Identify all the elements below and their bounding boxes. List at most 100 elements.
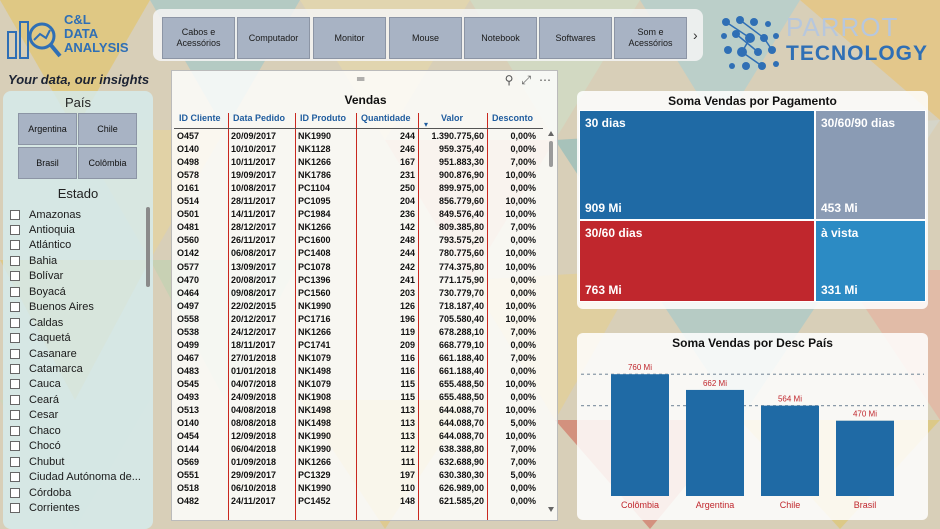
nav-button-softwares[interactable]: Softwares: [539, 17, 612, 59]
focus-mode-icon[interactable]: ⤢: [521, 73, 531, 87]
table-row[interactable]: O578 19/09/2017 NK1786 231 900.876,90 10,00%: [174, 169, 543, 182]
checkbox-icon[interactable]: [10, 271, 20, 282]
bar-argentina[interactable]: [686, 389, 744, 496]
table-row[interactable]: O498 10/11/2017 NK1266 167 951.883,30 7,00%: [174, 156, 543, 169]
estado-item[interactable]: Atlántico: [10, 238, 71, 253]
checkbox-icon[interactable]: [10, 317, 20, 328]
pais-option-argentina[interactable]: Argentina: [18, 113, 77, 145]
estado-item[interactable]: Chaco: [10, 423, 61, 438]
checkbox-icon[interactable]: [10, 286, 20, 297]
nav-button-cabos[interactable]: Cabos e Acessórios: [162, 17, 235, 59]
table-row[interactable]: O144 06/04/2018 NK1990 112 638.388,80 7,00%: [174, 443, 543, 456]
estado-item[interactable]: Boyacá: [10, 284, 66, 299]
table-row[interactable]: O457 20/09/2017 NK1990 244 1.390.775,60 0,00%: [174, 130, 543, 143]
bar-brasil[interactable]: [836, 420, 894, 496]
nav-button-som[interactable]: Som e Acessórios: [614, 17, 687, 59]
estado-item[interactable]: Caldas: [10, 315, 63, 330]
table-row[interactable]: O499 18/11/2017 PC1741 209 668.779,10 0,00%: [174, 339, 543, 352]
estado-item[interactable]: Cauca: [10, 377, 61, 392]
nav-button-mouse[interactable]: Mouse: [389, 17, 462, 59]
treemap-tile-30-60-dias[interactable]: 30/60 dias 763 Mi: [579, 220, 815, 302]
nav-button-notebook[interactable]: Notebook: [464, 17, 537, 59]
table-row[interactable]: O577 13/09/2017 PC1078 242 774.375,80 10,00%: [174, 261, 543, 274]
table-row[interactable]: O569 01/09/2018 NK1266 111 632.688,90 7,00%: [174, 456, 543, 469]
estado-item[interactable]: Casanare: [10, 346, 77, 361]
treemap-tile-30-60-90-dias[interactable]: 30/60/90 dias 453 Mi: [815, 110, 926, 220]
col-header-valor[interactable]: Valor: [441, 113, 464, 123]
checkbox-icon[interactable]: [10, 503, 20, 514]
table-row[interactable]: O493 24/09/2018 NK1908 115 655.488,50 0,00%: [174, 391, 543, 404]
estado-scrollbar[interactable]: [146, 207, 150, 287]
treemap-tile-30-dias[interactable]: 30 dias 909 Mi: [579, 110, 815, 220]
table-row[interactable]: O454 12/09/2018 NK1990 113 644.088,70 10,00%: [174, 430, 543, 443]
nav-button-monitor[interactable]: Monitor: [313, 17, 386, 59]
checkbox-icon[interactable]: [10, 394, 20, 405]
estado-item[interactable]: Chubut: [10, 454, 64, 469]
checkbox-icon[interactable]: [10, 348, 20, 359]
checkbox-icon[interactable]: [10, 255, 20, 266]
table-row[interactable]: O497 22/02/2015 NK1990 126 718.187,40 10,00%: [174, 300, 543, 313]
table-row[interactable]: O161 10/08/2017 PC1104 250 899.975,00 0,00%: [174, 182, 543, 195]
col-header-id-produto[interactable]: ID Produto: [300, 113, 346, 123]
col-header-desconto[interactable]: Desconto: [492, 113, 534, 123]
table-row[interactable]: O140 08/08/2018 NK1498 113 644.088,70 5,00%: [174, 417, 543, 430]
checkbox-icon[interactable]: [10, 302, 20, 313]
col-header-quantidade[interactable]: Quantidade: [361, 113, 411, 123]
estado-item[interactable]: Amazonas: [10, 207, 81, 222]
table-row[interactable]: O538 24/12/2017 NK1266 119 678.288,10 7,00%: [174, 326, 543, 339]
estado-item[interactable]: Ciudad Autónoma de...: [10, 470, 141, 485]
table-row[interactable]: O501 14/11/2017 PC1984 236 849.576,40 10,00%: [174, 208, 543, 221]
table-row[interactable]: O545 04/07/2018 NK1079 115 655.488,50 10,00%: [174, 378, 543, 391]
estado-item[interactable]: Caquetá: [10, 331, 71, 346]
bar-colômbia[interactable]: [611, 374, 669, 496]
checkbox-icon[interactable]: [10, 472, 20, 483]
treemap-tile-a-vista[interactable]: à vista 331 Mi: [815, 220, 926, 302]
table-row[interactable]: O482 24/11/2017 PC1452 148 621.585,20 0,00%: [174, 495, 543, 508]
col-header-data-pedido[interactable]: Data Pedido: [233, 113, 286, 123]
checkbox-icon[interactable]: [10, 410, 20, 421]
table-scrollbar[interactable]: [547, 129, 555, 514]
estado-item[interactable]: Corrientes: [10, 501, 80, 516]
estado-item[interactable]: Antioquia: [10, 222, 75, 237]
table-row[interactable]: O481 28/12/2017 NK1266 142 809.385,80 7,00%: [174, 221, 543, 234]
checkbox-icon[interactable]: [10, 209, 20, 220]
checkbox-icon[interactable]: [10, 487, 20, 498]
checkbox-icon[interactable]: [10, 364, 20, 374]
table-row[interactable]: O470 20/08/2017 PC1396 241 771.175,90 0,00%: [174, 274, 543, 287]
estado-item[interactable]: Catamarca: [10, 362, 83, 377]
estado-item[interactable]: Bolívar: [10, 269, 63, 284]
pais-option-colombia[interactable]: Colômbia: [78, 147, 137, 179]
table-row[interactable]: O551 29/09/2017 PC1329 197 630.380,30 5,00%: [174, 469, 543, 482]
table-row[interactable]: O464 09/08/2017 PC1560 203 730.779,70 0,00%: [174, 287, 543, 300]
estado-item[interactable]: Bahia: [10, 253, 57, 268]
checkbox-icon[interactable]: [10, 425, 20, 436]
pais-option-brasil[interactable]: Brasil: [18, 147, 77, 179]
estado-item[interactable]: Córdoba: [10, 485, 71, 500]
drag-grip-icon[interactable]: ═: [357, 72, 365, 86]
table-row[interactable]: O467 27/01/2018 NK1079 116 661.188,40 7,00%: [174, 352, 543, 365]
checkbox-icon[interactable]: [10, 456, 20, 467]
bar-chile[interactable]: [761, 405, 819, 496]
estado-item[interactable]: Ceará: [10, 392, 59, 407]
more-options-icon[interactable]: ⋯: [539, 73, 551, 87]
chevron-right-icon[interactable]: ›: [693, 27, 698, 43]
filter-icon[interactable]: ⚲: [504, 73, 514, 87]
checkbox-icon[interactable]: [10, 441, 20, 452]
table-row[interactable]: O513 04/08/2018 NK1498 113 644.088,70 10,00%: [174, 404, 543, 417]
checkbox-icon[interactable]: [10, 240, 20, 251]
nav-button-computador[interactable]: Computador: [237, 17, 310, 59]
table-row[interactable]: O518 06/10/2018 NK1990 110 626.989,00 0,00%: [174, 482, 543, 495]
col-header-id-cliente[interactable]: ID Cliente: [179, 113, 221, 123]
estado-item[interactable]: Cesar: [10, 408, 58, 423]
table-row[interactable]: O514 28/11/2017 PC1095 204 856.779,60 10,00%: [174, 195, 543, 208]
pais-option-chile[interactable]: Chile: [78, 113, 137, 145]
estado-item[interactable]: Chocó: [10, 439, 61, 454]
table-row[interactable]: O142 06/08/2017 PC1408 244 780.775,60 10,00%: [174, 247, 543, 260]
table-row[interactable]: O483 01/01/2018 NK1498 116 661.188,40 0,00%: [174, 365, 543, 378]
checkbox-icon[interactable]: [10, 333, 20, 344]
table-row[interactable]: O140 10/10/2017 NK1128 246 959.375,40 0,00%: [174, 143, 543, 156]
checkbox-icon[interactable]: [10, 224, 20, 235]
checkbox-icon[interactable]: [10, 379, 20, 390]
table-row[interactable]: O558 20/12/2017 PC1716 196 705.580,40 10,00%: [174, 313, 543, 326]
table-row[interactable]: O560 26/11/2017 PC1600 248 793.575,20 0,00%: [174, 234, 543, 247]
